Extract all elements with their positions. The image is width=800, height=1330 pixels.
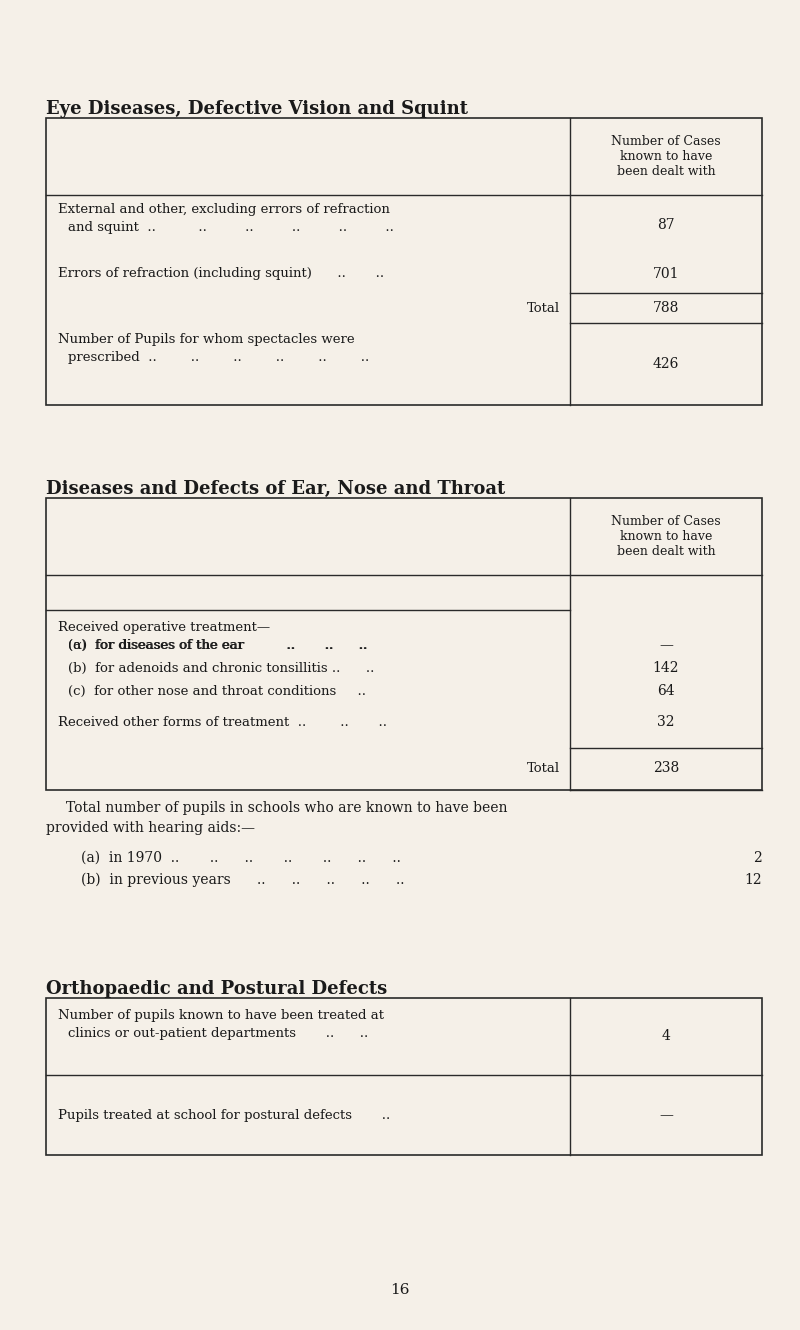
Text: Received other forms of treatment  ..        ..       ..: Received other forms of treatment .. .. … [58, 716, 387, 729]
Text: and squint  ..          ..         ..         ..         ..         ..: and squint .. .. .. .. .. .. [68, 221, 394, 234]
Text: —: — [659, 638, 673, 652]
Text: 142: 142 [653, 661, 679, 676]
Text: prescribed  ..        ..        ..        ..        ..        ..: prescribed .. .. .. .. .. .. [68, 351, 370, 363]
Text: (a)  for diseases of the ear          ..       ..      ..: (a) for diseases of the ear .. .. .. [68, 638, 367, 652]
Text: 238: 238 [653, 761, 679, 775]
Text: provided with hearing aids:—: provided with hearing aids:— [46, 821, 255, 835]
Text: (b)  for adenoids and chronic tonsillitis ..      ..: (b) for adenoids and chronic tonsillitis… [68, 661, 374, 674]
Text: 32: 32 [658, 716, 674, 729]
Bar [46, 998, 762, 1154]
Text: Eye Diseases, Defective Vision and Squint: Eye Diseases, Defective Vision and Squin… [46, 100, 468, 118]
Text: Received operative treatment—: Received operative treatment— [58, 621, 270, 634]
Text: (b)  in previous years      ..      ..      ..      ..      ..: (b) in previous years .. .. .. .. .. [81, 872, 405, 887]
Text: 64: 64 [657, 684, 675, 698]
Text: 4: 4 [662, 1029, 670, 1044]
Text: 701: 701 [653, 267, 679, 281]
Text: (a)  in 1970  ..       ..      ..       ..       ..      ..      ..: (a) in 1970 .. .. .. .. .. .. .. [81, 851, 401, 864]
Text: Total: Total [527, 762, 560, 774]
Text: Number of Cases
known to have
been dealt with: Number of Cases known to have been dealt… [611, 136, 721, 178]
Text: Diseases and Defects of Ear, Nose and Throat: Diseases and Defects of Ear, Nose and Th… [46, 480, 506, 497]
Text: clinics or out-patient departments       ..      ..: clinics or out-patient departments .. .. [68, 1028, 368, 1040]
Text: 426: 426 [653, 356, 679, 371]
Text: (c)  for other nose and throat conditions     ..: (c) for other nose and throat conditions… [68, 685, 366, 697]
Text: Errors of refraction (including squint)      ..       ..: Errors of refraction (including squint) … [58, 267, 384, 281]
Text: Pupils treated at school for postural defects       ..: Pupils treated at school for postural de… [58, 1108, 390, 1121]
Text: Orthopaedic and Postural Defects: Orthopaedic and Postural Defects [46, 980, 387, 998]
Text: Total number of pupils in schools who are known to have been: Total number of pupils in schools who ar… [66, 801, 507, 815]
Bar [46, 118, 762, 406]
Text: 788: 788 [653, 301, 679, 315]
Text: 12: 12 [744, 872, 762, 887]
Text: Number of Pupils for whom spectacles were: Number of Pupils for whom spectacles wer… [58, 332, 354, 346]
Text: Total: Total [527, 302, 560, 314]
Text: Number of pupils known to have been treated at: Number of pupils known to have been trea… [58, 1009, 384, 1023]
Bar [46, 497, 762, 790]
Text: 2: 2 [754, 851, 762, 864]
Text: —: — [659, 1108, 673, 1123]
Text: Number of Cases
known to have
been dealt with: Number of Cases known to have been dealt… [611, 515, 721, 559]
Text: (α)  for diseases of the ear          ..       ..      ..: (α) for diseases of the ear .. .. .. [68, 638, 368, 652]
Text: 16: 16 [390, 1283, 410, 1297]
Text: 87: 87 [657, 218, 675, 231]
Text: External and other, excluding errors of refraction: External and other, excluding errors of … [58, 202, 390, 215]
